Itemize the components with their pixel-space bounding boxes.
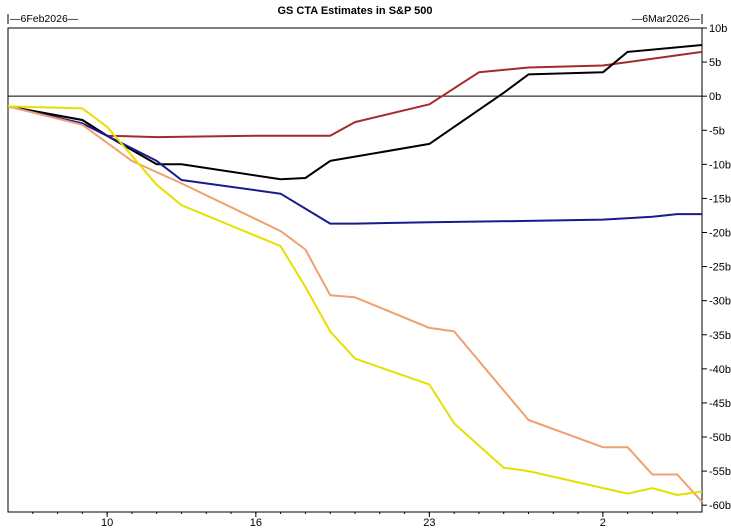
series-line-4	[7, 105, 703, 503]
y-tick-label: -40b	[709, 364, 731, 376]
y-tick-label: -15b	[709, 193, 731, 205]
y-tick-label: -45b	[709, 398, 731, 410]
x-tick-label: 2	[600, 517, 606, 529]
y-tick-label: -10b	[709, 159, 731, 171]
y-tick-label: 10b	[709, 23, 727, 35]
end-date-label: —6Mar2026—	[632, 13, 701, 25]
plot-frame	[7, 14, 703, 513]
y-tick-label: -60b	[709, 500, 731, 512]
chart-title: GS CTA Estimates in S&P 500	[277, 5, 432, 17]
series-line-5	[7, 105, 703, 496]
y-tick-label: -5b	[709, 125, 725, 137]
y-axis: 10b 5b 0b -5b -10b -15b -20b -25b -30b -35b -40b -4…	[702, 23, 731, 512]
series-group	[7, 44, 703, 503]
y-tick-label: -25b	[709, 262, 731, 274]
y-tick-label: -35b	[709, 330, 731, 342]
y-tick-label: -50b	[709, 432, 731, 444]
y-tick-label: 5b	[709, 57, 721, 69]
y-tick-label: -55b	[709, 466, 731, 478]
start-date-label: —6Feb2026—	[10, 13, 79, 25]
series-line-1	[7, 50, 703, 139]
series-line-3	[7, 105, 702, 225]
x-tick-label: 23	[423, 517, 435, 529]
x-axis: 10 16 23 2	[32, 512, 678, 529]
plot-border	[7, 27, 703, 513]
y-tick-label: -20b	[709, 228, 731, 240]
x-tick-label: 16	[250, 517, 262, 529]
y-tick-label: -30b	[709, 296, 731, 308]
y-tick-label: 0b	[709, 91, 721, 103]
x-tick-label: 10	[101, 517, 113, 529]
